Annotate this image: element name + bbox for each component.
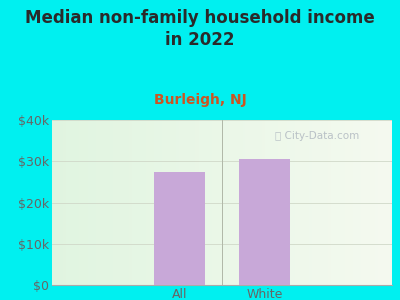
Text: ⓘ City-Data.com: ⓘ City-Data.com bbox=[275, 131, 359, 142]
Bar bbox=[154, 172, 205, 285]
Text: Median non-family household income
in 2022: Median non-family household income in 20… bbox=[25, 9, 375, 49]
Text: Burleigh, NJ: Burleigh, NJ bbox=[154, 93, 246, 107]
Bar bbox=[239, 159, 290, 285]
